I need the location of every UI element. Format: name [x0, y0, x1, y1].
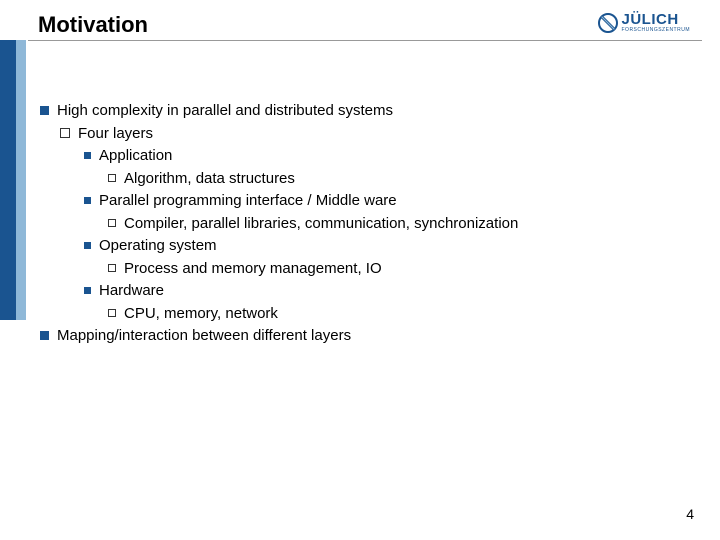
- bullet-text: Compiler, parallel libraries, communicat…: [124, 213, 518, 236]
- bullet-square-small-icon: [84, 197, 91, 204]
- bullet-square-small-icon: [84, 287, 91, 294]
- bullet-text: Process and memory management, IO: [124, 258, 382, 281]
- bullet-text: Hardware: [99, 280, 164, 303]
- list-item: Algorithm, data structures: [108, 168, 690, 191]
- sidebar-accent-dark: [0, 40, 16, 320]
- logo-subtext: FORSCHUNGSZENTRUM: [622, 28, 691, 33]
- list-item: CPU, memory, network: [108, 303, 690, 326]
- slide-title: Motivation: [38, 12, 148, 38]
- list-item: Mapping/interaction between different la…: [40, 325, 690, 348]
- list-item: Parallel programming interface / Middle …: [84, 190, 690, 213]
- slide-content: High complexity in parallel and distribu…: [40, 100, 690, 348]
- list-item: Process and memory management, IO: [108, 258, 690, 281]
- bullet-square-small-icon: [84, 152, 91, 159]
- bullet-text: Mapping/interaction between different la…: [57, 325, 351, 348]
- header-divider: [28, 40, 702, 41]
- julich-logo: JÜLICH FORSCHUNGSZENTRUM: [598, 12, 691, 33]
- list-item: High complexity in parallel and distribu…: [40, 100, 690, 123]
- bullet-square-hollow-small-icon: [108, 309, 116, 317]
- bullet-text: CPU, memory, network: [124, 303, 278, 326]
- bullet-square-hollow-small-icon: [108, 174, 116, 182]
- logo-text-wrap: JÜLICH FORSCHUNGSZENTRUM: [622, 12, 691, 33]
- bullet-text: Algorithm, data structures: [124, 168, 295, 191]
- slide-header: Motivation JÜLICH FORSCHUNGSZENTRUM: [38, 12, 690, 38]
- sidebar-accent-light: [16, 40, 26, 320]
- julich-logo-icon: [598, 13, 618, 33]
- list-item: Application: [84, 145, 690, 168]
- bullet-square-small-icon: [84, 242, 91, 249]
- list-item: Four layers: [60, 123, 690, 146]
- bullet-square-hollow-small-icon: [108, 264, 116, 272]
- bullet-square-filled-icon: [40, 106, 49, 115]
- bullet-square-hollow-icon: [60, 128, 70, 138]
- bullet-square-hollow-small-icon: [108, 219, 116, 227]
- list-item: Hardware: [84, 280, 690, 303]
- page-number: 4: [686, 506, 694, 522]
- bullet-text: Application: [99, 145, 172, 168]
- list-item: Compiler, parallel libraries, communicat…: [108, 213, 690, 236]
- bullet-text: Operating system: [99, 235, 217, 258]
- list-item: Operating system: [84, 235, 690, 258]
- logo-text: JÜLICH: [622, 12, 691, 27]
- bullet-text: Four layers: [78, 123, 153, 146]
- bullet-square-filled-icon: [40, 331, 49, 340]
- slide: Motivation JÜLICH FORSCHUNGSZENTRUM High…: [0, 0, 720, 540]
- bullet-text: High complexity in parallel and distribu…: [57, 100, 393, 123]
- bullet-text: Parallel programming interface / Middle …: [99, 190, 397, 213]
